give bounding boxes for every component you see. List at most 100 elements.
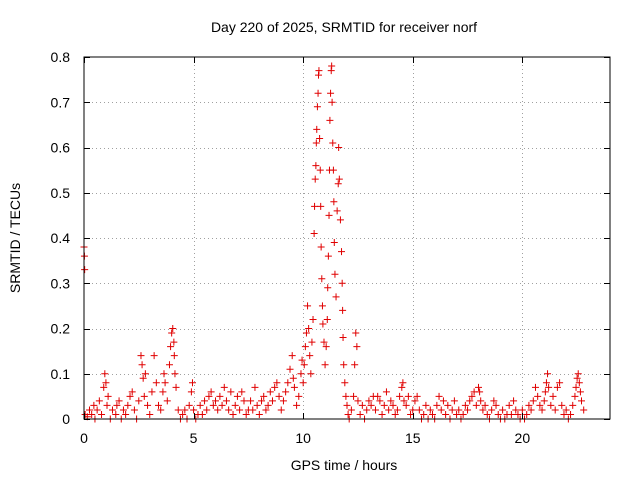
data-point <box>139 374 147 382</box>
data-point <box>282 388 290 396</box>
data-point <box>216 392 224 400</box>
data-point <box>333 207 341 215</box>
y-axis-label: SRMTID / TECUs <box>7 183 23 293</box>
data-point <box>409 406 417 414</box>
data-point <box>453 410 461 418</box>
data-point <box>297 370 305 378</box>
data-point <box>314 89 322 97</box>
data-point <box>413 392 421 400</box>
data-point <box>103 401 111 409</box>
data-point <box>100 383 108 391</box>
data-point <box>167 343 175 351</box>
data-point <box>312 162 320 170</box>
data-point <box>472 401 480 409</box>
data-point <box>448 406 456 414</box>
data-point <box>335 144 343 151</box>
data-point <box>512 406 520 414</box>
data-point <box>253 401 261 409</box>
data-point <box>527 406 535 414</box>
data-point <box>376 397 384 405</box>
data-point <box>415 406 423 414</box>
data-point <box>311 202 319 210</box>
data-point <box>396 392 404 400</box>
data-point <box>490 397 498 405</box>
data-point <box>322 343 330 351</box>
data-point <box>293 401 301 409</box>
data-point <box>222 397 230 405</box>
data-point <box>258 397 266 405</box>
data-point <box>251 383 259 391</box>
data-point <box>115 397 123 405</box>
data-point <box>575 379 583 387</box>
data-point <box>315 67 323 75</box>
data-point <box>299 379 307 387</box>
data-point <box>196 401 204 409</box>
axis-ticks: 0 5 10 15 20 0 0.1 0.2 0.3 0.4 0.5 0.6 0.7 0.8 <box>51 49 610 446</box>
data-point <box>268 397 276 405</box>
data-point <box>148 388 156 396</box>
data-point <box>338 279 346 287</box>
data-point <box>320 338 328 346</box>
data-point <box>459 410 467 418</box>
data-point <box>551 406 559 414</box>
x-tick-label: 0 <box>80 430 88 446</box>
data-point <box>266 388 274 396</box>
data-point <box>529 397 537 405</box>
data-point <box>152 379 160 387</box>
data-point <box>260 392 268 400</box>
data-point <box>558 401 566 409</box>
data-point <box>578 397 586 405</box>
data-point <box>170 352 178 360</box>
data-point <box>305 325 313 332</box>
data-point <box>300 361 308 369</box>
data-point <box>387 397 395 405</box>
data-point <box>286 365 294 373</box>
data-point <box>461 401 469 409</box>
data-point <box>295 392 303 400</box>
data-point <box>165 361 173 369</box>
data-point <box>328 62 336 70</box>
data-point <box>488 406 496 414</box>
data-point <box>302 329 310 337</box>
data-point <box>95 397 103 405</box>
data-point <box>325 211 333 219</box>
data-point <box>455 406 463 414</box>
data-point <box>545 383 553 391</box>
y-tick-label: 0.4 <box>51 230 71 246</box>
data-point <box>328 98 336 106</box>
data-point <box>428 410 436 418</box>
data-point <box>393 406 401 414</box>
data-point <box>108 406 116 414</box>
data-point <box>327 89 335 97</box>
data-point <box>187 388 195 396</box>
data-point <box>510 397 518 405</box>
x-tick-label: 20 <box>515 430 531 446</box>
data-series-srmtid <box>80 62 588 423</box>
data-point <box>155 401 163 409</box>
data-point <box>159 388 167 396</box>
data-point <box>122 410 130 418</box>
y-tick-label: 0.2 <box>51 321 71 337</box>
data-point <box>137 352 145 360</box>
data-point <box>444 401 452 409</box>
data-point <box>442 410 450 418</box>
plot-frame <box>83 56 611 420</box>
data-point <box>562 406 570 414</box>
data-point <box>160 370 168 378</box>
data-point <box>342 392 350 400</box>
data-point <box>572 383 580 391</box>
data-point <box>356 410 364 418</box>
data-point <box>352 329 360 337</box>
data-point <box>426 406 434 414</box>
data-point <box>481 401 489 409</box>
data-point <box>311 175 319 183</box>
data-point <box>225 406 233 414</box>
data-point <box>271 383 279 391</box>
data-point <box>547 401 555 409</box>
data-point <box>365 397 373 405</box>
data-point <box>338 248 346 256</box>
data-point <box>422 401 430 409</box>
x-tick-label: 10 <box>295 430 311 446</box>
data-point <box>483 410 491 418</box>
